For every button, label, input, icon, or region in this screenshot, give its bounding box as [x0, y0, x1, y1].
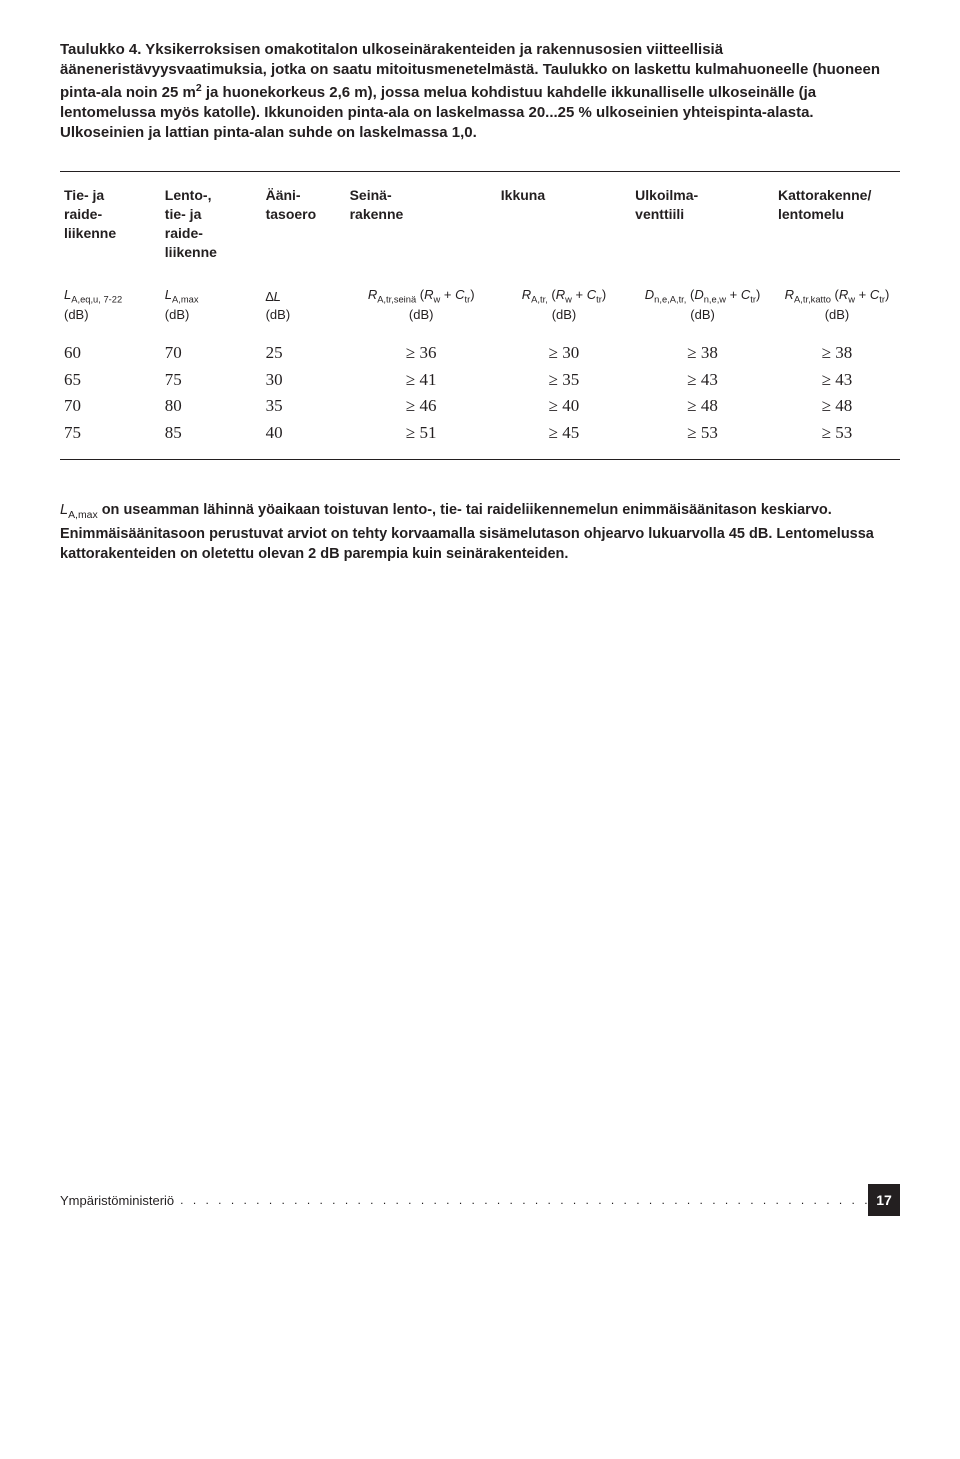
cell: ≥ 30 [497, 332, 631, 367]
cell: ≥ 38 [631, 332, 774, 367]
cell: ≥ 46 [346, 393, 497, 420]
cell: 85 [161, 420, 262, 459]
cell: ≥ 53 [631, 420, 774, 459]
table-footnote: LA,max on useamman lähinnä yöaikaan tois… [60, 500, 900, 564]
col-header: Seinä-rakenne [346, 172, 497, 280]
requirements-table: Tie- jaraide-liikenne Lento-,tie- jaraid… [60, 172, 900, 459]
cell: ≥ 53 [774, 420, 900, 459]
col-subheader: RA,tr, (Rw + Ctr)(dB) [497, 280, 631, 332]
cell: ≥ 43 [631, 367, 774, 394]
cell: ≥ 45 [497, 420, 631, 459]
cell: ≥ 41 [346, 367, 497, 394]
cell: ≥ 38 [774, 332, 900, 367]
cell: 60 [60, 332, 161, 367]
cell: 65 [60, 367, 161, 394]
cell: ≥ 48 [631, 393, 774, 420]
cell: ≥ 51 [346, 420, 497, 459]
footer-source: Ympäristöministeriö [60, 1192, 174, 1210]
col-header: Ääni-tasoero [262, 172, 346, 280]
cell: ≥ 48 [774, 393, 900, 420]
col-subheader: RA,tr,katto (Rw + Ctr)(dB) [774, 280, 900, 332]
col-subheader: RA,tr,seinä (Rw + Ctr)(dB) [346, 280, 497, 332]
cell: 30 [262, 367, 346, 394]
table-header-row-2: LA,eq,u, 7-22(dB) LA,max(dB) ∆L(dB) RA,t… [60, 280, 900, 332]
table-row: 65 75 30 ≥ 41 ≥ 35 ≥ 43 ≥ 43 [60, 367, 900, 394]
table-body: 60 70 25 ≥ 36 ≥ 30 ≥ 38 ≥ 38 65 75 30 ≥ … [60, 332, 900, 460]
cell: 70 [60, 393, 161, 420]
page-number: 17 [868, 1184, 900, 1216]
col-subheader: Dn,e,A,tr, (Dn,e,w + Ctr)(dB) [631, 280, 774, 332]
col-subheader: LA,eq,u, 7-22(dB) [60, 280, 161, 332]
cell: 35 [262, 393, 346, 420]
col-header: Ulkoilma-venttiili [631, 172, 774, 280]
cell: ≥ 36 [346, 332, 497, 367]
table-row: 70 80 35 ≥ 46 ≥ 40 ≥ 48 ≥ 48 [60, 393, 900, 420]
col-subheader: ∆L(dB) [262, 280, 346, 332]
table-header-row-1: Tie- jaraide-liikenne Lento-,tie- jaraid… [60, 172, 900, 280]
cell: 40 [262, 420, 346, 459]
col-header: Kattorakenne/lentomelu [774, 172, 900, 280]
col-header: Tie- jaraide-liikenne [60, 172, 161, 280]
col-subheader: LA,max(dB) [161, 280, 262, 332]
cell: ≥ 43 [774, 367, 900, 394]
col-header: Lento-,tie- jaraide-liikenne [161, 172, 262, 280]
table-container: Tie- jaraide-liikenne Lento-,tie- jaraid… [60, 171, 900, 460]
cell: 80 [161, 393, 262, 420]
cell: 70 [161, 332, 262, 367]
cell: ≥ 35 [497, 367, 631, 394]
cell: ≥ 40 [497, 393, 631, 420]
table-row: 60 70 25 ≥ 36 ≥ 30 ≥ 38 ≥ 38 [60, 332, 900, 367]
cell: 75 [161, 367, 262, 394]
cell: 25 [262, 332, 346, 367]
table-row: 75 85 40 ≥ 51 ≥ 45 ≥ 53 ≥ 53 [60, 420, 900, 459]
cell: 75 [60, 420, 161, 459]
col-header: Ikkuna [497, 172, 631, 280]
footer-dot-leader: . . . . . . . . . . . . . . . . . . . . … [174, 1192, 868, 1208]
page-footer: Ympäristöministeriö . . . . . . . . . . … [60, 1184, 900, 1216]
table-caption: Taulukko 4. Yksikerroksisen omakotitalon… [60, 40, 900, 143]
